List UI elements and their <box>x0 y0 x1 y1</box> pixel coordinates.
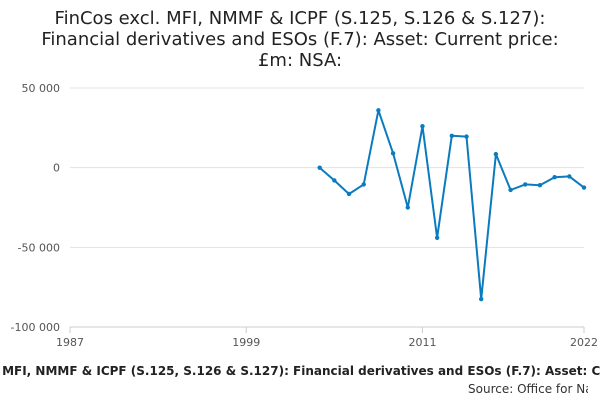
y-tick-label: -100 000 <box>11 321 60 334</box>
source-caption: Source: Office for National Statistics <box>468 382 588 396</box>
data-point[interactable] <box>405 205 410 210</box>
y-tick-label: -50 000 <box>18 241 60 254</box>
data-point[interactable] <box>537 182 543 188</box>
grid-lines <box>70 87 584 248</box>
data-point[interactable] <box>332 178 337 183</box>
data-point[interactable] <box>346 191 352 197</box>
source-caption-text: Source: Office for National Statistics <box>468 382 588 396</box>
data-point[interactable] <box>508 187 513 193</box>
data-point[interactable] <box>420 124 425 129</box>
data-point[interactable] <box>479 296 484 302</box>
x-tick-labels: 1987 1999 2011 2022 <box>56 336 598 349</box>
y-tick-labels: 50 000 0 -50 000 -100 000 <box>11 82 60 334</box>
chart-title-line-1: FinCos excl. MFI, NMMF & ICPF (S.125, S.… <box>54 8 546 29</box>
y-tick-label: 0 <box>53 162 60 175</box>
x-tick-label: 1999 <box>232 336 260 349</box>
x-tick-label: 2022 <box>570 336 598 349</box>
x-tick-label: 2011 <box>408 336 436 349</box>
series-line <box>319 109 585 301</box>
data-point[interactable] <box>552 175 557 180</box>
chart-title: FinCos excl. MFI, NMMF & ICPF (S.125, S.… <box>0 8 600 71</box>
data-point[interactable] <box>434 235 440 240</box>
x-tick-label: 1987 <box>56 336 84 349</box>
axes <box>69 326 585 333</box>
data-point[interactable] <box>390 151 396 156</box>
y-tick-label: 50 000 <box>22 82 61 95</box>
data-point[interactable] <box>464 134 469 139</box>
data-point[interactable] <box>317 165 322 170</box>
data-point[interactable] <box>523 182 528 187</box>
chart-title-line-3: £m: NSA: <box>257 50 343 71</box>
data-point[interactable] <box>376 108 381 113</box>
data-point[interactable] <box>567 174 572 179</box>
data-series <box>317 108 587 302</box>
series-caption-text: FinCos excl. MFI, NMMF & ICPF (S.125, S.… <box>0 364 600 378</box>
data-point[interactable] <box>449 133 455 138</box>
chart-title-line-2: Financial derivatives and ESOs (F.7): As… <box>41 29 559 50</box>
data-point[interactable] <box>493 151 499 157</box>
data-point[interactable] <box>581 185 587 190</box>
series-caption: FinCos excl. MFI, NMMF & ICPF (S.125, S.… <box>0 364 600 378</box>
data-point[interactable] <box>361 182 366 187</box>
